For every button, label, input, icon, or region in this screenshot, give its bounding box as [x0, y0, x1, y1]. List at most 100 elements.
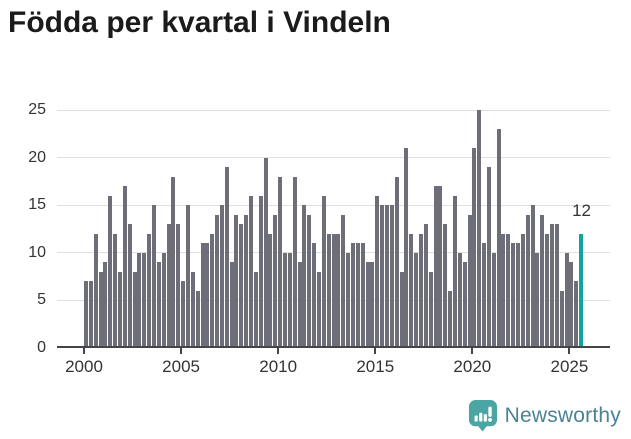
bar-2010-q3 — [287, 252, 292, 348]
bar-2021-q4 — [506, 233, 511, 348]
x-tick-2005 — [180, 348, 183, 354]
bar-2021-q3 — [501, 233, 506, 348]
bar-2005-q2 — [185, 205, 190, 348]
bar-2018-q1 — [433, 186, 438, 348]
bar-2012-q4 — [331, 233, 336, 348]
bar-2013-q4 — [350, 243, 355, 348]
bar-2003-q2 — [147, 233, 152, 348]
bar-2023-q1 — [530, 205, 535, 348]
bar-2013-q2 — [341, 214, 346, 348]
bar-2018-q2 — [438, 186, 443, 348]
bar-2011-q1 — [297, 262, 302, 348]
bar-2024-q3 — [559, 290, 564, 348]
bar-2025-q1 — [569, 262, 574, 348]
bar-2003-q3 — [151, 205, 156, 348]
bar-2007-q2 — [224, 167, 229, 348]
bar-2022-q2 — [516, 243, 521, 348]
bar-2017-q1 — [414, 252, 419, 348]
y-axis-label-5: 5 — [37, 291, 46, 309]
bar-2004-q3 — [171, 176, 176, 348]
bar-2012-q2 — [321, 195, 326, 348]
bar-2020-q2 — [477, 110, 482, 348]
bar-2014-q3 — [365, 262, 370, 348]
newsworthy-logo-text: Newsworthy — [504, 403, 621, 427]
bar-2015-q4 — [389, 205, 394, 348]
bar-2025-q2 — [574, 281, 579, 348]
bar-2011-q4 — [312, 243, 317, 348]
bar-2008-q3 — [249, 195, 254, 348]
y-axis-label-25: 25 — [28, 101, 46, 118]
bar-2000-q4 — [98, 271, 103, 348]
bar-2016-q1 — [394, 176, 399, 348]
bar-2025-q3 — [579, 233, 584, 348]
bar-2009-q1 — [258, 195, 263, 348]
bar-2022-q3 — [520, 233, 525, 348]
chart-title: Födda per kvartal i Vindeln — [8, 6, 391, 39]
bar-2013-q3 — [346, 252, 351, 348]
bar-2018-q3 — [443, 224, 448, 348]
bar-2004-q1 — [161, 252, 166, 348]
bar-2005-q1 — [181, 281, 186, 348]
bar-2003-q4 — [156, 262, 161, 348]
x-axis-label-2000: 2000 — [65, 357, 103, 376]
bar-2006-q1 — [200, 243, 205, 348]
bar-2002-q4 — [137, 252, 142, 348]
bar-2008-q1 — [239, 224, 244, 348]
y-axis-label-20: 20 — [28, 148, 46, 166]
bar-2005-q3 — [190, 271, 195, 348]
gridline-y-15 — [57, 204, 610, 206]
x-axis-line — [57, 346, 610, 348]
bar-2001-q2 — [108, 195, 113, 348]
bar-2000-q2 — [88, 281, 93, 348]
bar-2019-q1 — [452, 195, 457, 348]
bar-2008-q4 — [253, 271, 258, 348]
bar-2014-q4 — [370, 262, 375, 348]
bar-2004-q2 — [166, 224, 171, 348]
bar-2010-q1 — [278, 176, 283, 348]
x-tick-2000 — [83, 348, 85, 354]
bar-2005-q4 — [195, 290, 200, 348]
bar-2023-q3 — [540, 214, 545, 348]
bar-2003-q1 — [142, 252, 147, 348]
bar-2006-q4 — [215, 214, 220, 348]
bar-2020-q4 — [486, 167, 491, 348]
bar-2001-q1 — [103, 262, 108, 348]
gridline-y-25 — [57, 109, 610, 111]
bar-2001-q4 — [117, 271, 122, 348]
x-axis-label-2010: 2010 — [259, 357, 298, 376]
bar-2022-q4 — [525, 214, 530, 348]
bar-2007-q4 — [234, 214, 239, 348]
bar-2014-q2 — [360, 243, 365, 348]
bar-2020-q3 — [482, 243, 487, 348]
bar-2024-q4 — [564, 252, 569, 348]
bar-2006-q2 — [205, 243, 210, 348]
bar-2021-q1 — [491, 252, 496, 348]
newsworthy-logo[interactable]: Newsworthy — [468, 399, 621, 432]
bar-2009-q2 — [263, 157, 268, 348]
bar-2002-q1 — [122, 186, 127, 348]
bar-2023-q2 — [535, 252, 540, 348]
x-axis-label-2025: 2025 — [550, 357, 589, 376]
bar-2016-q3 — [404, 148, 409, 348]
bar-2010-q4 — [292, 176, 297, 348]
bar-2017-q3 — [423, 224, 428, 348]
bar-2011-q3 — [307, 214, 312, 348]
x-tick-2015 — [374, 348, 377, 354]
bar-2017-q2 — [418, 233, 423, 348]
bar-2000-q3 — [93, 233, 98, 348]
bar-2021-q2 — [496, 129, 501, 348]
bar-2000-q1 — [84, 281, 88, 348]
bar-2012-q1 — [317, 271, 321, 348]
bar-2019-q4 — [467, 214, 472, 348]
bar-2024-q1 — [550, 224, 555, 348]
bar-2007-q1 — [219, 205, 224, 348]
bar-2001-q3 — [113, 233, 118, 348]
bar-2009-q3 — [268, 233, 273, 348]
bar-2011-q2 — [302, 205, 307, 348]
bar-2010-q2 — [283, 252, 288, 348]
bar-2019-q2 — [457, 252, 462, 348]
bar-2016-q2 — [399, 271, 404, 348]
bar-2024-q2 — [554, 224, 559, 348]
bar-2015-q3 — [384, 205, 389, 348]
